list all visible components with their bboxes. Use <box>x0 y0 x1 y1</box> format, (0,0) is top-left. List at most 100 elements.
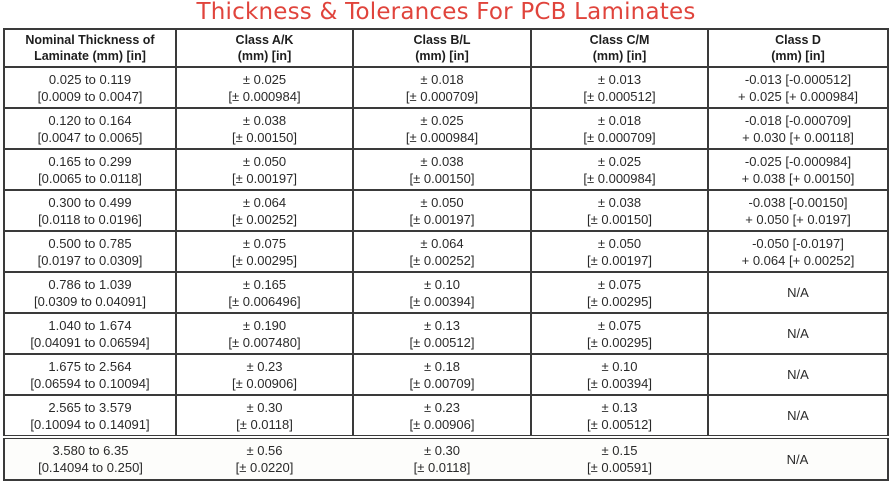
cell-line: -0.025 [-0.000984] <box>744 153 852 169</box>
cell-class-ak: ± 0.075 [± 0.00295] <box>175 230 354 273</box>
cell-nominal-thickness: 1.675 to 2.564 [0.06594 to 0.10094] <box>3 353 177 396</box>
table-row: 0.500 to 0.785 [0.0197 to 0.0309] ± 0.075[… <box>3 230 889 273</box>
cell-class-d: -0.050 [-0.0197] + 0.064 [+ 0.00252] <box>707 230 889 273</box>
cell-nominal-thickness: 0.500 to 0.785 [0.0197 to 0.0309] <box>3 230 177 273</box>
cell-line: ± 0.064 <box>242 194 287 210</box>
table-body: 0.025 to 0.119 [0.0009 to 0.0047] ± 0.025[… <box>3 66 889 481</box>
table-row: 0.165 to 0.299 [0.0065 to 0.0118] ± 0.050[… <box>3 148 889 191</box>
cell-class-d: N/A <box>707 394 889 438</box>
cell-line: + 0.025 [+ 0.000984] <box>738 88 858 104</box>
cell-line: [± 0.007480] <box>228 334 301 350</box>
cell-line: [± 0.00906] <box>409 416 475 432</box>
cell-line: [± 0.00394] <box>587 375 652 391</box>
cell-line: 0.300 to 0.499 <box>48 194 132 210</box>
cell-line: ± 0.30 <box>423 443 461 458</box>
cell-class-cm: ± 0.075 [± 0.00295] <box>530 271 709 314</box>
cell-line: [± 0.000512] <box>583 88 656 104</box>
cell-nominal-thickness: 0.025 to 0.119 [0.0009 to 0.0047] <box>3 66 177 109</box>
cell-line: [± 0.00512] <box>409 334 475 350</box>
cell-line: [± 0.00197] <box>232 170 297 186</box>
cell-line: [± 0.0118] <box>236 416 293 432</box>
cell-line: -0.013 [-0.000512] <box>744 71 852 87</box>
cell-line: N/A <box>787 367 809 382</box>
cell-line: [0.0309 to 0.04091] <box>33 293 147 309</box>
cell-line: ± 0.190 <box>242 317 287 333</box>
cell-class-cm: ± 0.075 [± 0.00295] <box>530 312 709 355</box>
cell-line: [0.04091 to 0.06594] <box>30 334 150 350</box>
cell-nominal-thickness: 0.786 to 1.039 [0.0309 to 0.04091] <box>3 271 177 314</box>
cell-line: + 0.030 [+ 0.00118] <box>742 129 854 145</box>
cell-class-ak: ± 0.025 [± 0.000984] <box>175 66 354 109</box>
cell-class-bl: ± 0.050 [± 0.00197] <box>352 189 532 232</box>
cell-class-d: -0.025 [-0.000984] + 0.038 [+ 0.00150] <box>707 148 889 191</box>
cell-line: N/A <box>786 451 809 467</box>
cell-class-d: N/A <box>708 435 889 481</box>
cell-class-bl: ± 0.025 [± 0.000984] <box>352 107 532 150</box>
cell-line: ± 0.025 <box>420 112 464 128</box>
cell-class-ak: ± 0.038 [± 0.00150] <box>175 107 354 150</box>
cell-line: [0.0065 to 0.0118] <box>38 170 142 186</box>
cell-class-bl: ± 0.10 [± 0.00394] <box>352 271 532 314</box>
cell-line: [± 0.00150] <box>587 211 652 227</box>
cell-line: ± 0.050 <box>242 153 287 169</box>
header-line: Nominal Thickness of <box>25 33 155 47</box>
cell-class-bl: ± 0.064 [± 0.00252] <box>352 230 532 273</box>
cell-line: -0.050 [-0.0197] <box>752 235 844 251</box>
cell-line: ± 0.23 <box>246 358 283 374</box>
cell-line: [± 0.00197] <box>587 252 652 268</box>
cell-line: [± 0.00591] <box>587 460 652 475</box>
cell-line: ± 0.025 <box>597 153 642 169</box>
cell-line: [± 0.00295] <box>587 334 652 350</box>
header-line: (mm) [in] <box>771 49 825 63</box>
tolerance-table-container: Nominal Thickness of Laminate (mm) [in] … <box>3 28 889 481</box>
cell-line: ± 0.56 <box>246 443 283 458</box>
table-row: 0.025 to 0.119 [0.0009 to 0.0047] ± 0.025[… <box>3 66 889 109</box>
cell-class-bl: ± 0.18 [± 0.00709] <box>352 353 532 396</box>
cell-line: 0.025 to 0.119 <box>48 71 132 87</box>
cell-line: 0.500 to 0.785 <box>48 235 132 251</box>
cell-line: ± 0.075 <box>242 235 287 251</box>
cell-line: [± 0.00252] <box>232 211 297 227</box>
table-row: 0.786 to 1.039 [0.0309 to 0.04091] ± 0.165… <box>3 271 889 314</box>
cell-line: [0.14094 to 0.250] <box>38 460 143 475</box>
cell-line: N/A <box>787 285 809 300</box>
header-line: Class C/M <box>589 33 650 47</box>
cell-line: ± 0.013 <box>597 71 642 87</box>
cell-line: ± 0.10 <box>601 358 638 374</box>
cell-class-cm: ± 0.018 [± 0.000709] <box>530 107 709 150</box>
cell-line: [± 0.000709] <box>583 129 656 145</box>
header-class-cm: Class C/M (mm) [in] <box>530 28 709 68</box>
cell-line: 0.120 to 0.164 <box>48 112 132 128</box>
header-line: (mm) [in] <box>592 49 647 63</box>
cell-nominal-thickness: 0.165 to 0.299 [0.0065 to 0.0118] <box>3 148 177 191</box>
header-class-ak: Class A/K (mm) [in] <box>175 28 354 68</box>
header-line: Class A/K <box>235 33 294 47</box>
cell-class-bl: ± 0.038 [± 0.00150] <box>352 148 532 191</box>
cell-line: ± 0.165 <box>242 276 287 292</box>
cell-nominal-thickness: 2.565 to 3.579 [0.10094 to 0.14091] <box>3 394 177 438</box>
table-row: 1.675 to 2.564 [0.06594 to 0.10094] ± 0.23… <box>3 353 889 396</box>
cell-class-cm: ± 0.050 [± 0.00197] <box>530 230 709 273</box>
header-line: Class D <box>775 33 821 47</box>
table-row: 3.580 to 6.35 [0.14094 to 0.250] ± 0.56 [± … <box>3 435 889 481</box>
cell-class-ak: ± 0.050 [± 0.00197] <box>175 148 354 191</box>
cell-class-d: -0.038 [-0.00150] + 0.050 [+ 0.0197] <box>707 189 889 232</box>
cell-line: ± 0.018 <box>420 71 464 87</box>
table-row: 2.565 to 3.579 [0.10094 to 0.14091] ± 0.30… <box>3 394 889 438</box>
cell-nominal-thickness: 0.120 to 0.164 [0.0047 to 0.0065] <box>3 107 177 150</box>
cell-line: -0.038 [-0.00150] <box>748 194 848 210</box>
header-class-bl: Class B/L (mm) [in] <box>352 28 532 68</box>
cell-line: 2.565 to 3.579 <box>48 399 132 415</box>
cell-line: [± 0.0118] <box>413 460 471 475</box>
cell-class-cm: ± 0.10 [± 0.00394] <box>530 353 709 396</box>
cell-class-bl: ± 0.018 [± 0.000709] <box>352 66 532 109</box>
cell-line: N/A <box>787 326 809 341</box>
cell-line: ± 0.075 <box>597 276 642 292</box>
cell-class-bl: ± 0.13 [± 0.00512] <box>352 312 532 355</box>
cell-class-cm: ± 0.038 [± 0.00150] <box>530 189 709 232</box>
cell-nominal-thickness: 0.300 to 0.499 [0.0118 to 0.0196] <box>3 189 177 232</box>
cell-line: N/A <box>787 408 809 423</box>
cell-line: -0.018 [-0.000709] <box>744 112 852 128</box>
cell-class-cm: ± 0.15 [± 0.00591] <box>531 435 708 481</box>
cell-line: [± 0.00150] <box>409 170 475 186</box>
